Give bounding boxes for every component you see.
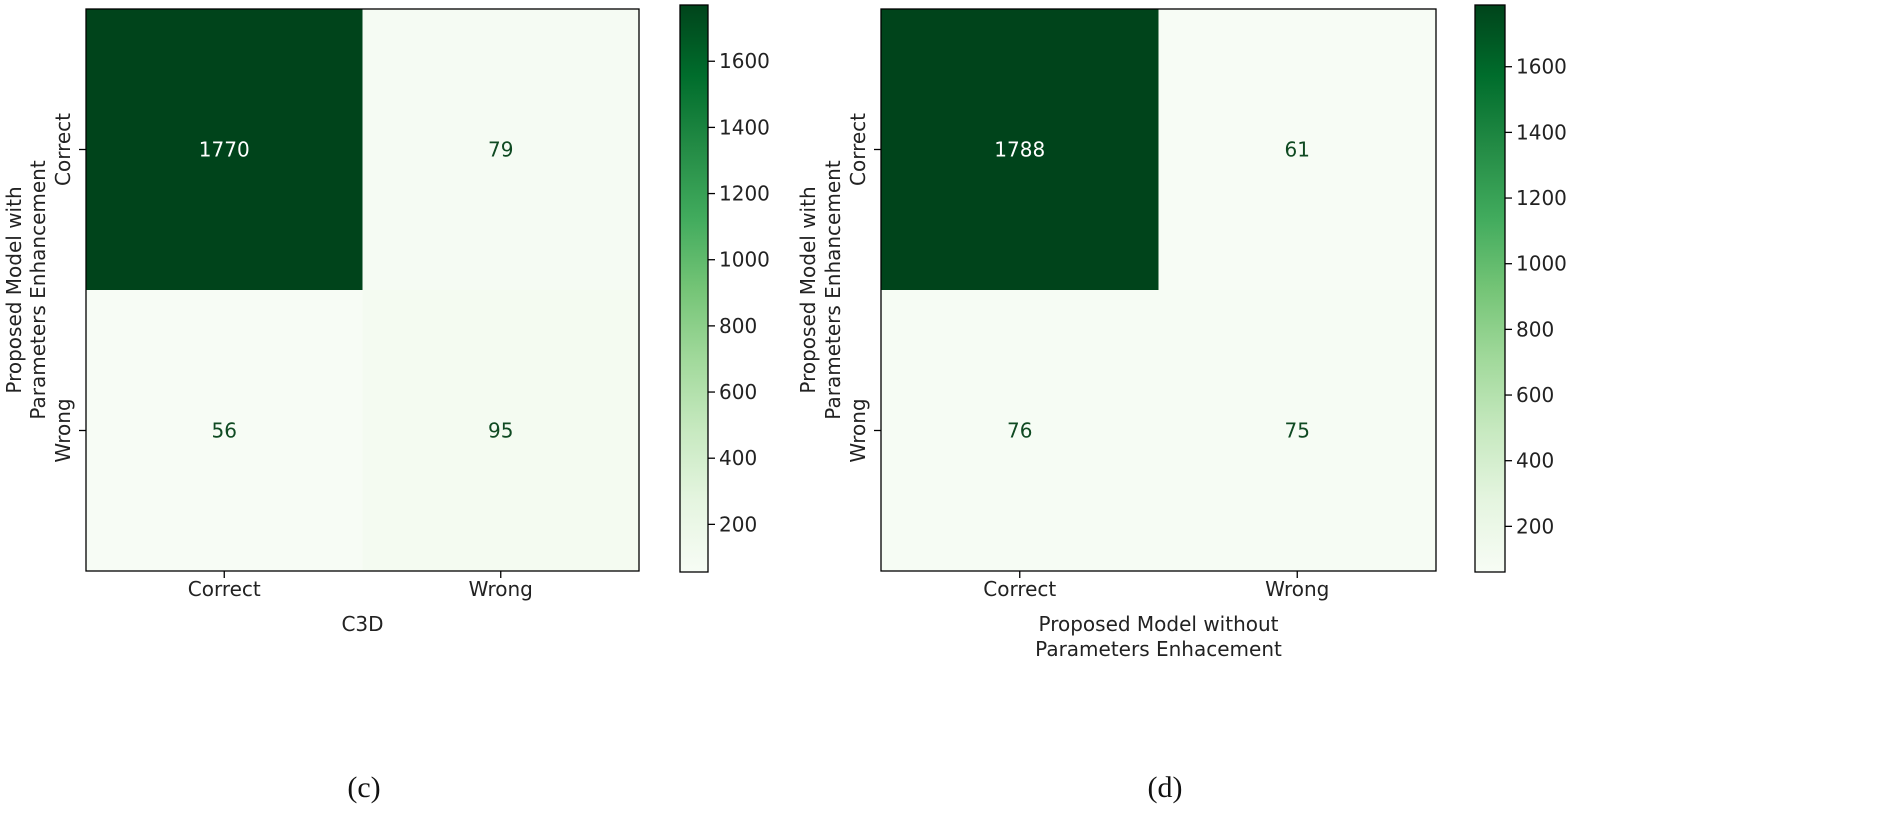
colorbar-tick-label: 1000 <box>719 248 770 272</box>
y-axis-title: Parameters Enhancement <box>821 160 845 420</box>
y-axis-title: Parameters Enhancement <box>26 160 50 420</box>
x-tick-label: Wrong <box>1265 577 1329 601</box>
x-axis-title: Proposed Model without <box>1038 612 1278 636</box>
y-tick-label: Wrong <box>51 398 75 462</box>
y-axis-title: Proposed Model with <box>796 186 820 393</box>
y-tick-label: Correct <box>51 113 75 186</box>
panel-caption: (d) <box>1148 771 1183 804</box>
y-tick-label: Correct <box>846 113 870 186</box>
y-axis-title: Proposed Model with <box>2 186 26 393</box>
cell-value-label: 76 <box>1007 419 1032 443</box>
y-tick-label: Wrong <box>846 398 870 462</box>
cell-correct-correct <box>881 9 1159 290</box>
cell-wrong-correct <box>881 290 1159 571</box>
cell-value-label: 1788 <box>994 138 1045 162</box>
cell-correct-wrong <box>1158 9 1436 290</box>
colorbar-tick-label: 1400 <box>719 115 770 139</box>
cell-value-label: 79 <box>488 138 513 162</box>
colorbar <box>1474 4 1506 573</box>
plot-frame <box>85 8 640 572</box>
colorbar-tick-label: 800 <box>719 314 757 338</box>
colorbar-tick-label: 1600 <box>719 49 770 73</box>
cell-value-label: 1770 <box>199 138 250 162</box>
colorbar-tick-label: 400 <box>1516 449 1554 473</box>
cell-value-label: 56 <box>212 419 237 443</box>
confusion-matrix-panel-d: 1788 61 76 75 Correct Wrong Correct Wrong Propos… <box>796 4 1567 804</box>
cell-value-label: 61 <box>1285 138 1310 162</box>
colorbar-tick-label: 1200 <box>719 182 770 206</box>
colorbar-tick-label: 800 <box>1516 317 1554 341</box>
confusion-matrix-panel-c: 1770 79 56 95 Correct Wrong Correct Wrong C3D Pro… <box>2 4 770 804</box>
colorbar-tick-label: 200 <box>1516 514 1554 538</box>
x-axis-title: C3D <box>341 612 383 636</box>
cell-value-label: 95 <box>488 419 513 443</box>
cell-value-label: 75 <box>1285 419 1310 443</box>
cell-wrong-wrong <box>362 290 639 571</box>
colorbar-tick-label: 1400 <box>1516 120 1567 144</box>
x-tick-label: Correct <box>188 577 261 601</box>
colorbar-tick-label: 1200 <box>1516 186 1567 210</box>
colorbar-tick-label: 400 <box>719 446 757 470</box>
colorbar <box>679 4 709 573</box>
cell-correct-wrong <box>362 9 639 290</box>
x-axis-title: Parameters Enhacement <box>1035 637 1282 661</box>
x-tick-label: Correct <box>983 577 1056 601</box>
plot-frame <box>880 8 1437 572</box>
colorbar-tick-label: 200 <box>719 512 757 536</box>
colorbar-tick-label: 1600 <box>1516 55 1567 79</box>
colorbar-tick-label: 600 <box>1516 383 1554 407</box>
colorbar-tick-label: 600 <box>719 380 757 404</box>
colorbar-tick-label: 1000 <box>1516 252 1567 276</box>
cell-wrong-correct <box>86 290 363 571</box>
panel-caption: (c) <box>347 771 380 804</box>
cell-correct-correct <box>86 9 363 290</box>
cell-wrong-wrong <box>1158 290 1436 571</box>
x-tick-label: Wrong <box>469 577 533 601</box>
